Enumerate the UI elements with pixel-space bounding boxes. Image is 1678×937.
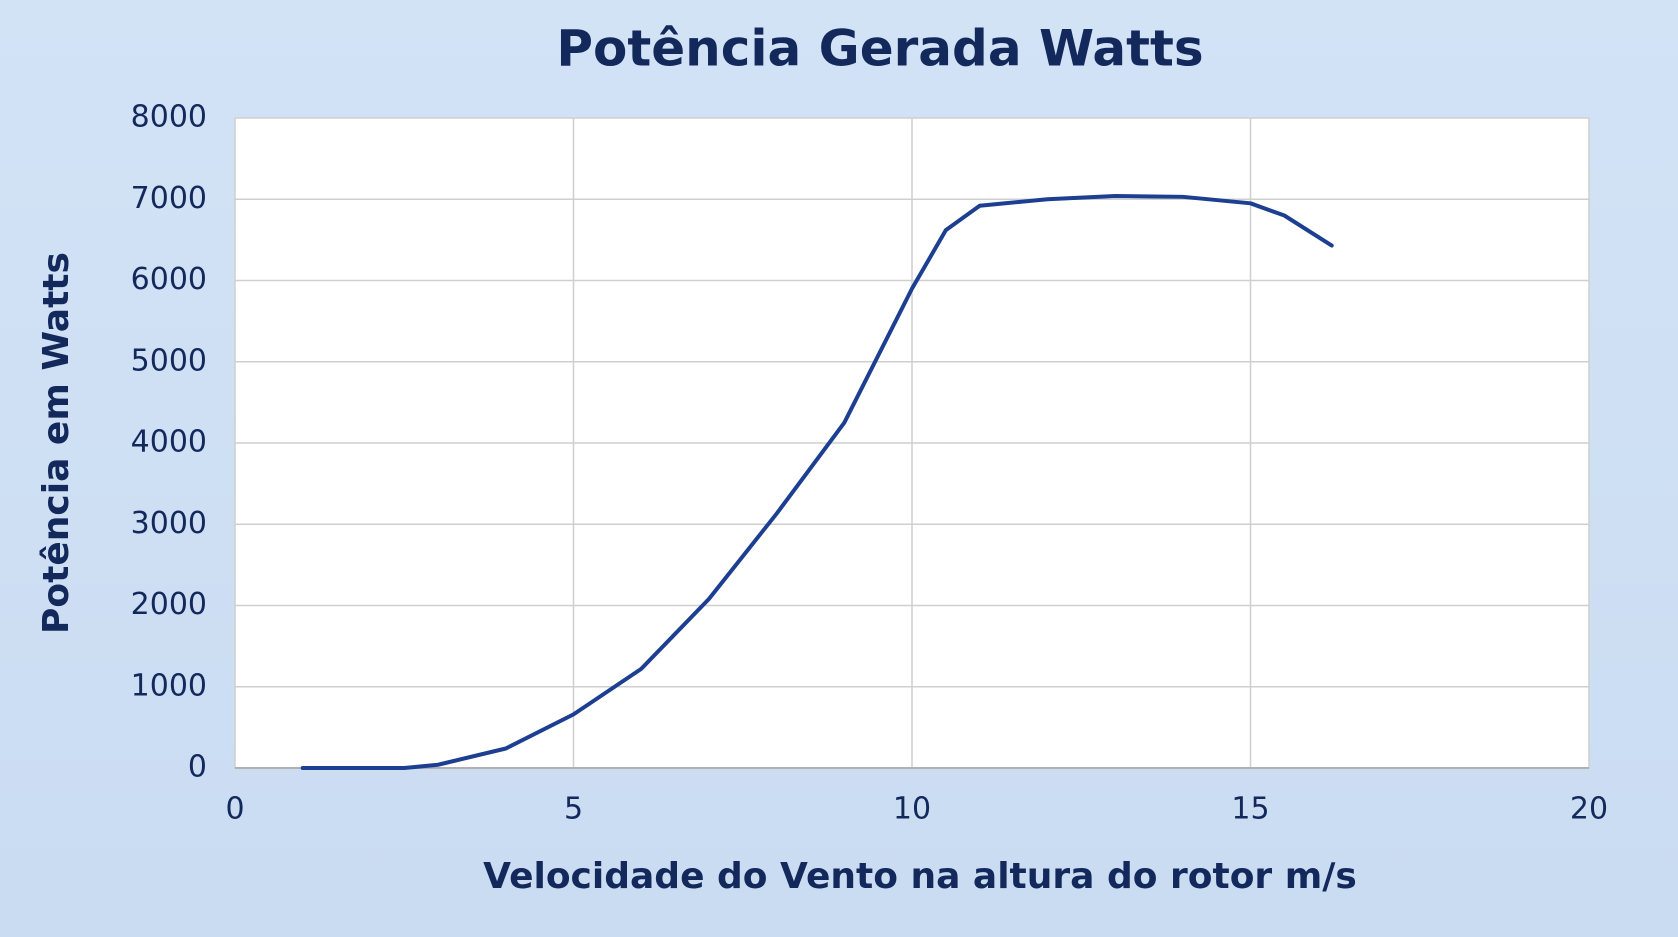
y-tick-label: 0 — [188, 750, 207, 785]
y-tick-label: 5000 — [131, 343, 207, 378]
y-tick-label: 8000 — [131, 100, 207, 135]
x-axis-title: Velocidade do Vento na altura do rotor m… — [483, 856, 1357, 897]
y-tick-label: 3000 — [131, 506, 207, 541]
y-tick-label: 6000 — [131, 262, 207, 297]
x-tick-label: 20 — [1570, 792, 1608, 827]
x-tick-label: 15 — [1231, 792, 1269, 827]
y-tick-label: 7000 — [131, 181, 207, 216]
y-tick-label: 2000 — [131, 587, 207, 622]
line-series — [300, 194, 1334, 770]
y-axis-title: Potência em Watts — [36, 252, 77, 634]
x-tick-label: 0 — [225, 792, 244, 827]
chart-title: Potência Gerada Watts — [556, 20, 1203, 78]
y-tick-label: 4000 — [131, 425, 207, 460]
x-tick-label: 10 — [893, 792, 931, 827]
x-tick-label: 5 — [564, 792, 583, 827]
y-tick-label: 1000 — [131, 668, 207, 703]
